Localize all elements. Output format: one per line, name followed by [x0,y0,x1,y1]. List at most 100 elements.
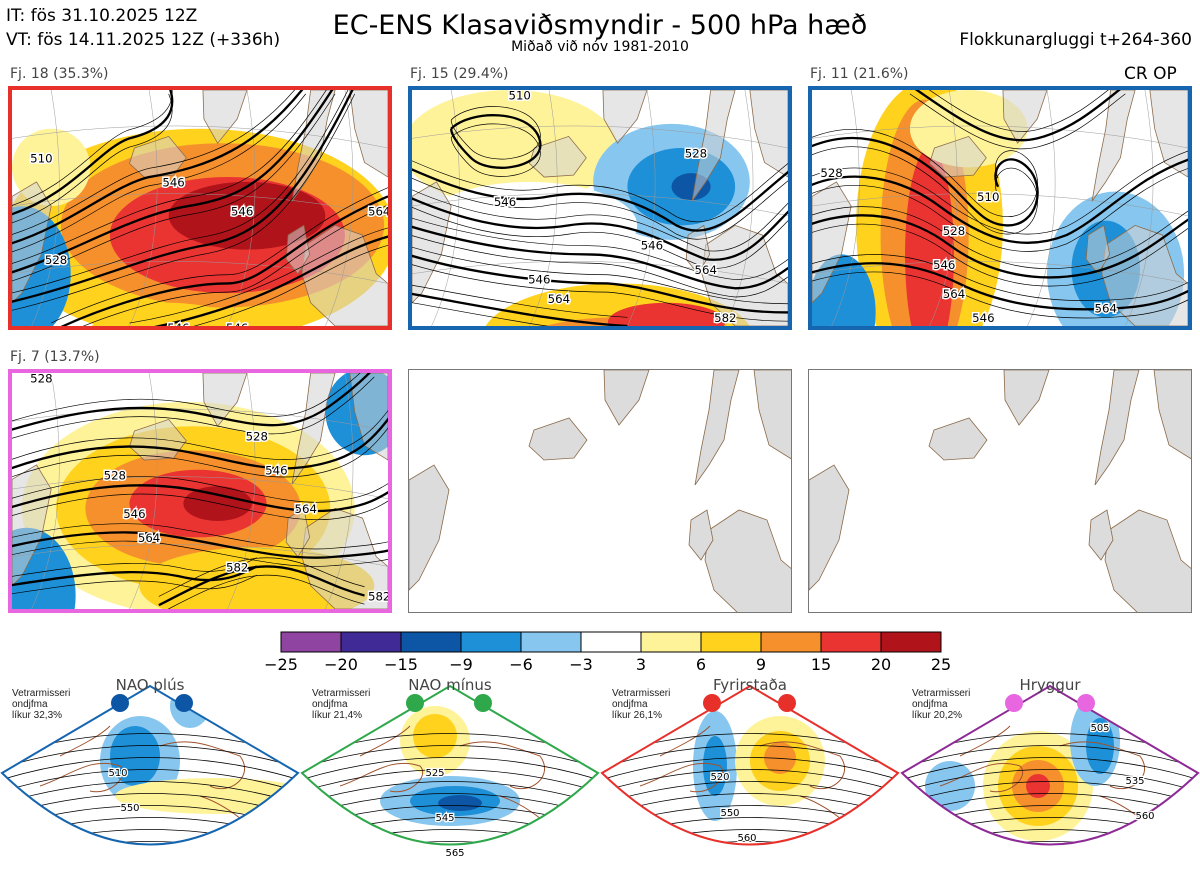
height-contour-thin [12,376,375,439]
landmass [291,90,336,202]
colorbar-tick-label: 9 [755,655,767,674]
regime-note: Vetrarmisseri ondjfma líkur 21,4% [312,688,371,721]
height-contour-thin [412,264,788,322]
cluster-map-7[interactable]: 528 528 528 546 546 564 564 582 582 [8,369,392,613]
anomaly-area [1086,718,1114,774]
regime-dot-icon [1077,694,1095,712]
regime-contour [902,781,1198,805]
landmass [602,90,648,144]
regime-ridge[interactable]: 505 535 560 Hryggur Vetrarmisseri ondjfma lí… [900,676,1200,871]
anomaly-area [1026,774,1050,798]
regime-dot-icon [111,694,129,712]
colorbar-segment [280,631,342,653]
regime-nao-minus[interactable]: 525 545 565 NAO mínus Vetrarmisseri ondjfma… [300,676,600,871]
classification-window: Flokkunargluggi t+264-360 [959,30,1192,50]
colorbar-tick-label: −6 [509,655,533,674]
regime-contour [2,745,298,769]
regime-contour-label: 525 [425,768,444,779]
height-contour-thin [12,557,257,577]
regime-contour-label: 560 [737,833,756,844]
regime-name: Fyrirstaða [713,676,787,694]
regime-frame [0,684,300,846]
contour-label: 582 [226,560,248,574]
regime-dot-icon [175,694,193,712]
landmass [349,90,388,178]
height-contour [60,195,388,326]
height-contour-thin [12,540,388,567]
colorbar-tick-label: 3 [635,655,647,674]
regime-contour [302,781,598,805]
height-contour-thin [12,427,388,478]
regime-contour [902,769,1198,793]
colorbar-tick-label: −9 [449,655,473,674]
landmass [1104,509,1191,612]
height-contour-thin [12,93,173,224]
colorbar-tick-label: 20 [870,655,892,674]
coastline [339,762,423,793]
contour-label: 528 [685,147,707,161]
control-run-label: CR OP [1124,64,1177,84]
height-contour [12,417,388,470]
regime-contour [302,757,598,781]
cluster-map-11[interactable]: 528 510 528 546 546 564 564 [808,86,1192,330]
colorbar-segment [400,631,462,653]
height-contour-thin [928,90,1109,132]
regime-contour-label: 510 [108,768,127,779]
height-contour-thin [412,206,788,269]
height-contour [412,292,628,326]
contour-label: 510 [509,90,531,103]
contour-label: 564 [548,292,570,306]
regime-name: NAO mínus [408,676,492,694]
regime-nao-plus[interactable]: 510 550 NAO plús Vetrarmisseri ondjfma líku… [0,676,300,871]
anomaly-area [438,795,482,811]
height-contour-thin [450,106,541,160]
contour-label: 528 [104,468,126,482]
anomaly-area [413,714,457,758]
height-contour-thin [12,93,336,282]
regime-blocking[interactable]: 520 550 560 Fyrirstaða Vetrarmisseri ondjfm… [600,676,900,871]
empty-map-panel [408,369,792,613]
contour-label: 528 [30,373,52,386]
panel-label: Fj. 15 (29.4%) [410,66,509,82]
coastline [359,725,411,757]
height-contour-thin [12,93,356,311]
height-contour [449,114,542,169]
landmass [129,135,187,178]
regime-contour-label: 545 [435,813,454,824]
height-contour [12,531,388,559]
height-contour-thin [812,206,1188,270]
coastline [939,762,1023,793]
page-title: EC-ENS Klasaviðsmyndir - 500 hPa hæð [332,10,868,41]
landmass [749,90,788,178]
landmass [409,464,450,591]
coastline [59,725,111,757]
height-contour-thin [51,187,388,324]
page-subtitle: Miðað við nóv 1981-2010 [511,39,689,55]
regime-contour [602,745,898,769]
cluster-map-15[interactable]: 510 528 546 546 546 564 564 582 [408,86,792,330]
regime-contour [2,841,298,845]
height-contour-thin [812,271,1188,319]
height-contour-thin [412,217,788,280]
contour-label: 564 [295,502,317,516]
contour-label: 582 [714,311,736,325]
height-contour-thin [412,160,788,223]
contour-label: 564 [368,205,388,219]
contour-label: 546 [494,195,516,209]
panel-label: Fj. 11 (21.6%) [810,66,909,82]
cluster-map-18[interactable]: 510 528 546 546 546 546 564 [8,86,392,330]
regime-contour [602,841,898,845]
landmass [691,90,736,202]
landmass [704,509,791,612]
height-contour [12,90,354,303]
contour-label: 528 [45,253,67,267]
regime-contour [2,757,298,781]
height-contour-thin [909,93,1126,150]
colorbar-segment [880,631,942,653]
landmass [1003,370,1050,426]
valid-time: VT: fös 14.11.2025 12Z (+336h) [6,30,281,50]
height-contour-thin [812,128,1038,218]
colorbar-segment [760,631,822,653]
height-contour-thin [83,204,388,326]
height-contour-thin [12,523,388,550]
